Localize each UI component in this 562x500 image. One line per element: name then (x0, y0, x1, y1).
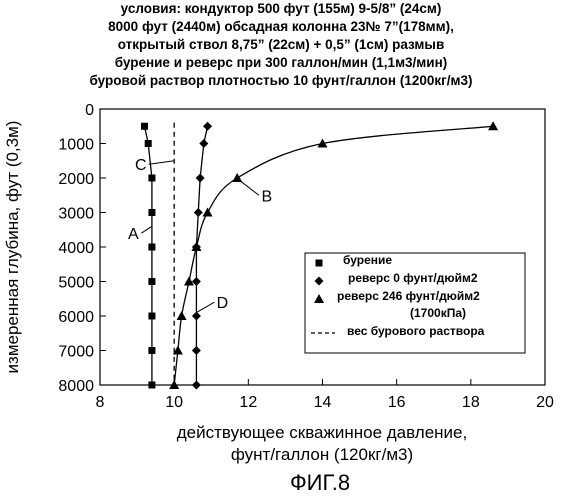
x-tick-label: 18 (462, 394, 480, 411)
annotation-leader-a (141, 226, 152, 233)
y-tick-label: 7000 (58, 344, 94, 361)
annotation-label-d: D (217, 295, 229, 312)
data-point-drilling (192, 312, 201, 321)
data-point-drilling (196, 174, 205, 183)
data-point-drilling (194, 208, 203, 217)
data-point-reverse-246 (488, 121, 498, 130)
data-point-reverse-0 (148, 209, 155, 216)
annotation-label-c: C (135, 157, 147, 174)
data-point-reverse-0 (141, 123, 148, 130)
y-tick-label: 0 (85, 102, 94, 119)
annotation-label-a: A (128, 226, 139, 243)
x-tick-label: 10 (165, 394, 183, 411)
data-point-reverse-0 (148, 278, 155, 285)
x-axis-title-line-2: фунт/галлон (120кг/м3) (231, 445, 413, 464)
y-tick-label: 1000 (58, 137, 94, 154)
x-tick-label: 12 (239, 394, 257, 411)
x-tick-label: 14 (314, 394, 332, 411)
data-point-reverse-0 (148, 175, 155, 182)
legend-box (305, 253, 525, 353)
annotation-leader-d (196, 302, 214, 312)
x-axis-title-line-1: действующее скважинное давление, (177, 423, 467, 442)
legend-marker-reverse-0 (316, 260, 323, 267)
x-tick-label: 16 (388, 394, 406, 411)
legend-label-reverse-246-line2: (1700кПа) (410, 306, 466, 320)
annotation-label-b: B (262, 188, 273, 205)
x-tick-label: 20 (536, 394, 554, 411)
y-tick-label: 3000 (58, 206, 94, 223)
legend-label-mud-weight: вес бурового раствора (347, 324, 485, 338)
data-point-reverse-246 (232, 173, 242, 182)
data-point-reverse-246 (177, 311, 187, 320)
legend-label-reverse-246: реверс 246 фунт/дюйм2 (337, 289, 480, 303)
data-point-drilling (203, 122, 212, 131)
y-axis-title: измеренная глубина, фут (0,3м) (3, 121, 22, 374)
data-point-reverse-246 (203, 208, 213, 217)
legend: бурение реверс 0 фунт/дюйм2 реверс 246 ф… (305, 253, 525, 353)
y-tick-label: 8000 (58, 378, 94, 395)
data-point-reverse-0 (148, 313, 155, 320)
x-tick-label: 8 (96, 394, 105, 411)
series-line-drilling (196, 126, 207, 385)
annotation-leader-c (149, 161, 174, 164)
data-point-drilling (192, 346, 201, 355)
data-point-reverse-0 (148, 382, 155, 389)
legend-label-reverse-0: реверс 0 фунт/дюйм2 (348, 271, 478, 285)
data-point-drilling (192, 381, 201, 390)
figure-label: ФИГ.8 (290, 470, 350, 495)
data-point-drilling (199, 139, 208, 148)
y-tick-label: 4000 (58, 240, 94, 257)
y-tick-label: 5000 (58, 275, 94, 292)
annotation-leader-b (241, 181, 259, 195)
data-point-reverse-0 (148, 347, 155, 354)
y-tick-label: 6000 (58, 309, 94, 326)
legend-label-drilling: бурение (343, 253, 392, 267)
y-tick-label: 2000 (58, 171, 94, 188)
data-point-reverse-0 (145, 140, 152, 147)
data-point-reverse-0 (148, 244, 155, 251)
